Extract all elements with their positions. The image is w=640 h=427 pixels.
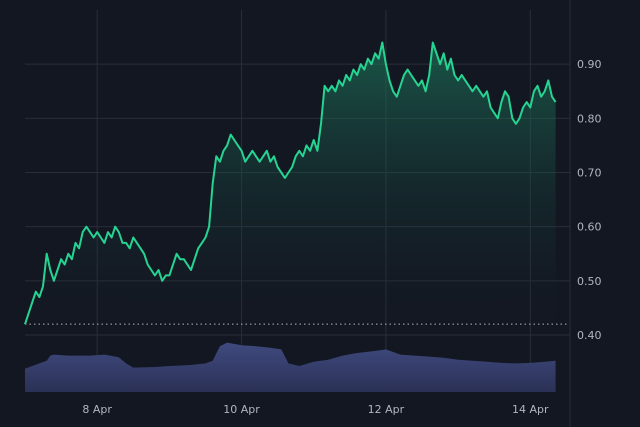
y-tick-label: 0.50 (577, 275, 602, 288)
price-line (24, 41, 557, 325)
x-tick-label: 10 Apr (223, 403, 260, 416)
price-area (25, 42, 556, 335)
volume-bars (25, 342, 556, 392)
y-tick-label: 0.70 (577, 167, 602, 180)
x-tick-label: 8 Apr (82, 403, 112, 416)
volume-area (25, 342, 556, 392)
y-tick-label: 0.90 (577, 58, 602, 71)
x-tick-label: 14 Apr (512, 403, 549, 416)
y-tick-label: 0.40 (577, 329, 602, 342)
y-axis: 0.40 0.50 0.60 0.70 0.80 0.90 (569, 0, 602, 427)
x-tick-label: 12 Apr (368, 403, 405, 416)
price-series-line (24, 41, 557, 325)
y-tick-label: 0.80 (577, 112, 602, 125)
price-area-fill (25, 42, 556, 335)
y-tick-label: 0.60 (577, 221, 602, 234)
x-axis: 8 Apr 10 Apr 12 Apr 14 Apr (82, 403, 549, 416)
